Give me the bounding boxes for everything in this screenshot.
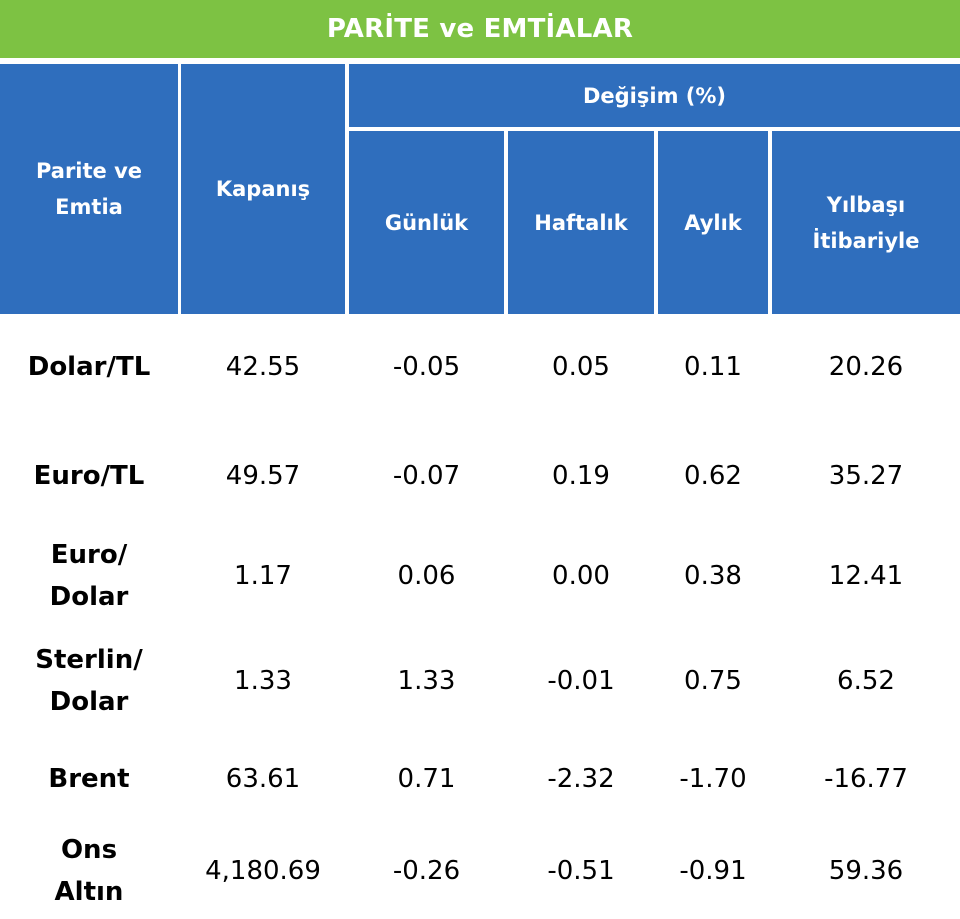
row-monthly: 0.38 <box>684 561 742 591</box>
table-row: Brent 63.61 0.71 -2.32 -1.70 -16.77 <box>0 752 960 806</box>
header-aylik: Aylık <box>658 131 768 314</box>
header-haftalik-label: Haftalık <box>534 210 628 235</box>
row-daily: 1.33 <box>397 666 456 696</box>
row-daily: -0.05 <box>392 352 461 382</box>
header-kapanis: Kapanış <box>181 64 345 314</box>
row-name-text: Ons Altın <box>54 835 124 907</box>
row-name: Dolar/TL <box>27 352 151 382</box>
header-parite-emtia-label: Parite ve Emtia <box>35 159 143 219</box>
row-ytd: 59.36 <box>828 856 904 886</box>
row-ytd: -16.77 <box>824 764 908 794</box>
table-row: Ons Altın 4,180.69 -0.26 -0.51 -0.91 59.… <box>0 827 960 915</box>
row-daily: 0.71 <box>397 764 456 794</box>
row-close: 49.57 <box>225 461 301 491</box>
table-row: Euro/TL 49.57 -0.07 0.19 0.62 35.27 <box>0 449 960 503</box>
header-yilbasi: Yılbaşı İtibariyle <box>772 131 960 314</box>
row-close: 1.17 <box>234 561 292 591</box>
header-gunluk-label: Günlük <box>384 210 469 235</box>
row-name-text: Sterlin/ Dolar <box>35 645 143 717</box>
table-title: PARİTE ve EMTİALAR <box>0 0 960 58</box>
row-ytd: 6.52 <box>837 666 895 696</box>
row-ytd: 35.27 <box>828 461 904 491</box>
row-weekly: -0.51 <box>547 856 615 886</box>
row-daily: -0.26 <box>392 856 461 886</box>
row-name: Ons Altın <box>0 827 178 915</box>
row-ytd: 12.41 <box>828 561 904 591</box>
header-yilbasi-label: Yılbaşı İtibariyle <box>812 192 920 253</box>
table-row: Sterlin/ Dolar 1.33 1.33 -0.01 0.75 6.52 <box>0 637 960 725</box>
row-close: 42.55 <box>225 352 301 382</box>
row-ytd: 20.26 <box>828 352 904 382</box>
row-close: 1.33 <box>234 666 292 696</box>
table-row: Euro/ Dolar 1.17 0.06 0.00 0.38 12.41 <box>0 532 960 620</box>
row-name: Euro/TL <box>33 461 145 491</box>
row-weekly: 0.00 <box>552 561 610 591</box>
table-row: Dolar/TL 42.55 -0.05 0.05 0.11 20.26 <box>0 340 960 394</box>
row-monthly: -0.91 <box>679 856 747 886</box>
header-aylik-label: Aylık <box>684 210 742 235</box>
row-name: Sterlin/ Dolar <box>0 637 178 725</box>
header-degisim-label: Değişim (%) <box>582 83 727 108</box>
row-close: 4,180.69 <box>205 856 321 886</box>
row-weekly: 0.05 <box>552 352 610 382</box>
row-monthly: 0.11 <box>684 352 742 382</box>
row-weekly: 0.19 <box>552 461 610 491</box>
row-name: Brent <box>48 764 130 794</box>
row-monthly: 0.62 <box>684 461 742 491</box>
row-name-text: Euro/ Dolar <box>49 540 129 612</box>
header-gunluk: Günlük <box>349 131 504 314</box>
header-degisim-group: Değişim (%) <box>349 64 960 127</box>
row-monthly: 0.75 <box>684 666 742 696</box>
row-weekly: -0.01 <box>547 666 615 696</box>
row-name: Euro/ Dolar <box>0 532 178 620</box>
row-weekly: -2.32 <box>547 764 615 794</box>
row-monthly: -1.70 <box>679 764 747 794</box>
row-close: 63.61 <box>225 764 301 794</box>
header-kapanis-label: Kapanış <box>215 177 311 201</box>
header-haftalik: Haftalık <box>508 131 654 314</box>
row-daily: 0.06 <box>397 561 456 591</box>
row-daily: -0.07 <box>392 461 461 491</box>
header-parite-emtia: Parite ve Emtia <box>0 64 178 314</box>
